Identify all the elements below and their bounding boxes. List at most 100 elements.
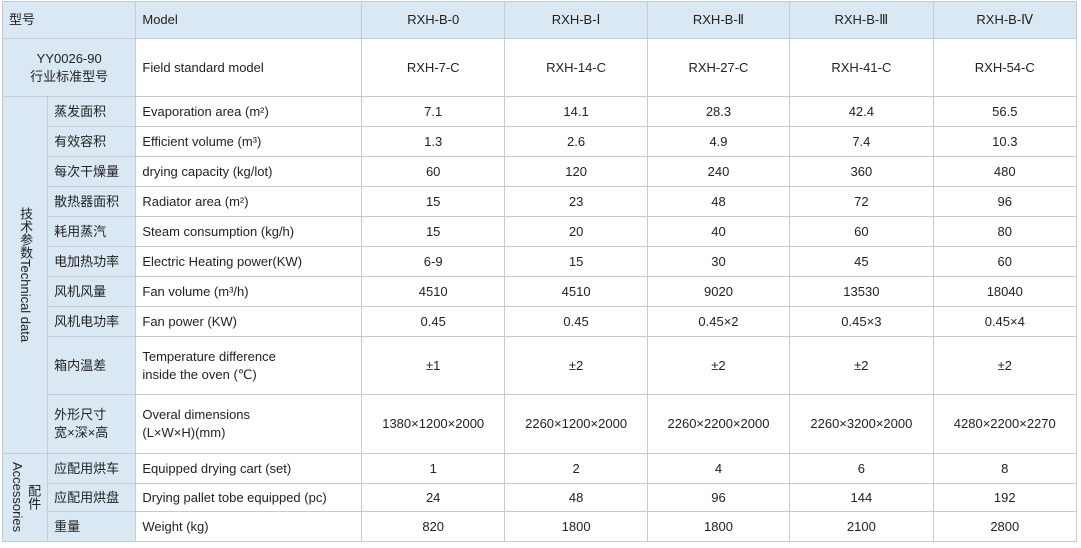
cell: 1800 (646, 511, 791, 542)
model-name: RXH-B-Ⅱ (646, 1, 791, 39)
table-row: 耗用蒸汽 Steam consumption (kg/h) 15 20 40 60 80 (3, 216, 1078, 247)
cell: RXH-54-C (932, 38, 1078, 97)
cell: 2260×1200×2000 (504, 394, 648, 454)
cell: 42.4 (789, 96, 934, 127)
row-label-cn: 应配用烘盘 (47, 483, 137, 512)
cell: 15 (360, 186, 506, 217)
cell: 820 (360, 511, 506, 542)
cell: 4.9 (646, 126, 791, 157)
vertical-text: 技术参数Technical data (17, 207, 33, 342)
cell: 6 (789, 453, 934, 484)
group-title-en: Accessories (10, 462, 26, 533)
cell: 23 (504, 186, 648, 217)
cell: 2800 (932, 511, 1078, 542)
cell: 1800 (504, 511, 648, 542)
row-label-en: Evaporation area (m²) (135, 96, 362, 127)
table-row: 有效容积 Efficient volume (m³) 1.3 2.6 4.9 7.4 10.… (3, 126, 1078, 157)
cell: 2260×3200×2000 (789, 394, 934, 454)
row-label-en: Drying pallet tobe equipped (pc) (135, 483, 362, 512)
row-label-en: drying capacity (kg/lot) (135, 156, 362, 187)
cell: 28.3 (646, 96, 791, 127)
row-label-en: Overal dimensions (L×W×H)(mm) (135, 394, 362, 454)
group-label: 配件 Accessories (1, 453, 49, 542)
cell: 6-9 (360, 246, 506, 277)
cell: 80 (932, 216, 1078, 247)
row-label-cn: 耗用蒸汽 (47, 216, 137, 247)
model-name: RXH-B-0 (360, 1, 506, 39)
cell: 4280×2200×2270 (932, 394, 1078, 454)
cell: 4510 (504, 276, 648, 307)
cell: 4510 (360, 276, 506, 307)
row-label-cn: 电加热功率 (47, 246, 137, 277)
cell: ±2 (504, 336, 648, 395)
cell: 2100 (789, 511, 934, 542)
cell: 7.1 (360, 96, 506, 127)
cell: RXH-27-C (646, 38, 791, 97)
row-label-en: Fan power (KW) (135, 306, 362, 337)
row-label-en: Radiator area (m²) (135, 186, 362, 217)
model-name: RXH-B-Ⅲ (789, 1, 934, 39)
row-label-cn: 应配用烘车 (47, 453, 137, 484)
cell: 0.45 (504, 306, 648, 337)
table-row: 风机电功率 Fan power (KW) 0.45 0.45 0.45×2 0.45×3 0… (3, 306, 1078, 337)
cell: RXH-7-C (360, 38, 506, 97)
table-row: YY0026-90 行业标准型号 Field standard model RXH-… (1, 38, 1078, 97)
header-label: Model (135, 1, 362, 39)
table-row: 配件 Accessories 应配用烘车 Equipped drying cart (… (1, 453, 1078, 542)
cell: 1.3 (360, 126, 506, 157)
cell: 15 (360, 216, 506, 247)
table-row: 电加热功率 Electric Heating power(KW) 6-9 15 30 45… (3, 246, 1078, 277)
group-title: 配件 (26, 484, 42, 511)
table-row: 散热器面积 Radiator area (m²) 15 23 48 72 96 (3, 186, 1078, 217)
cell: 1380×1200×2000 (360, 394, 506, 454)
cell: 14.1 (504, 96, 648, 127)
table-row: 重量 Weight (kg) 820 1800 1800 2100 2800 (3, 511, 1078, 542)
cell: 0.45×2 (646, 306, 791, 337)
table-row: 风机风量 Fan volume (m³/h) 4510 4510 9020 13530 18… (3, 276, 1078, 307)
row-label-cn: 风机风量 (47, 276, 137, 307)
row-label-en: Weight (kg) (135, 511, 362, 542)
cell: 10.3 (932, 126, 1078, 157)
row-label-en: Electric Heating power(KW) (135, 246, 362, 277)
row-label-cn: 重量 (47, 511, 137, 542)
cell: 360 (789, 156, 934, 187)
header-label: 型号 (1, 1, 137, 39)
cell: 48 (504, 483, 648, 512)
row-label-cn: 外形尺寸 宽×深×高 (47, 394, 137, 454)
cell: 240 (646, 156, 791, 187)
table-row: 应配用烘盘 Drying pallet tobe equipped (pc) 24 4… (3, 483, 1078, 512)
cell: 8 (932, 453, 1078, 484)
table-row: 技术参数Technical data 蒸发面积 Evaporation area (… (1, 96, 1078, 454)
row-label-en: Efficient volume (m³) (135, 126, 362, 157)
cell: 192 (932, 483, 1078, 512)
model-name: RXH-B-Ⅳ (932, 1, 1078, 39)
cell: ±1 (360, 336, 506, 395)
cell: 0.45×4 (932, 306, 1078, 337)
row-label-en: Equipped drying cart (set) (135, 453, 362, 484)
row-label-cn: 蒸发面积 (47, 96, 137, 127)
cell: ±2 (932, 336, 1078, 395)
row-label-cn: 有效容积 (47, 126, 137, 157)
cell: 7.4 (789, 126, 934, 157)
cell: RXH-41-C (789, 38, 934, 97)
cell: 24 (360, 483, 506, 512)
cell: 20 (504, 216, 648, 247)
cell: 2 (504, 453, 648, 484)
cell: 4 (646, 453, 791, 484)
cell: 480 (932, 156, 1078, 187)
group-title: 技术参数Technical data (18, 207, 34, 343)
cell: 40 (646, 216, 791, 247)
cell: 2.6 (504, 126, 648, 157)
cell: 2260×2200×2000 (646, 394, 791, 454)
row-label: Field standard model (135, 38, 362, 97)
cell: 120 (504, 156, 648, 187)
row-label-en: Temperature difference inside the oven (… (135, 336, 362, 395)
cell: RXH-14-C (504, 38, 648, 97)
row-label-cn: 箱内温差 (47, 336, 137, 395)
cell: 56.5 (932, 96, 1078, 127)
cell: ±2 (646, 336, 791, 395)
row-label-en: Fan volume (m³/h) (135, 276, 362, 307)
cell: 1 (360, 453, 506, 484)
